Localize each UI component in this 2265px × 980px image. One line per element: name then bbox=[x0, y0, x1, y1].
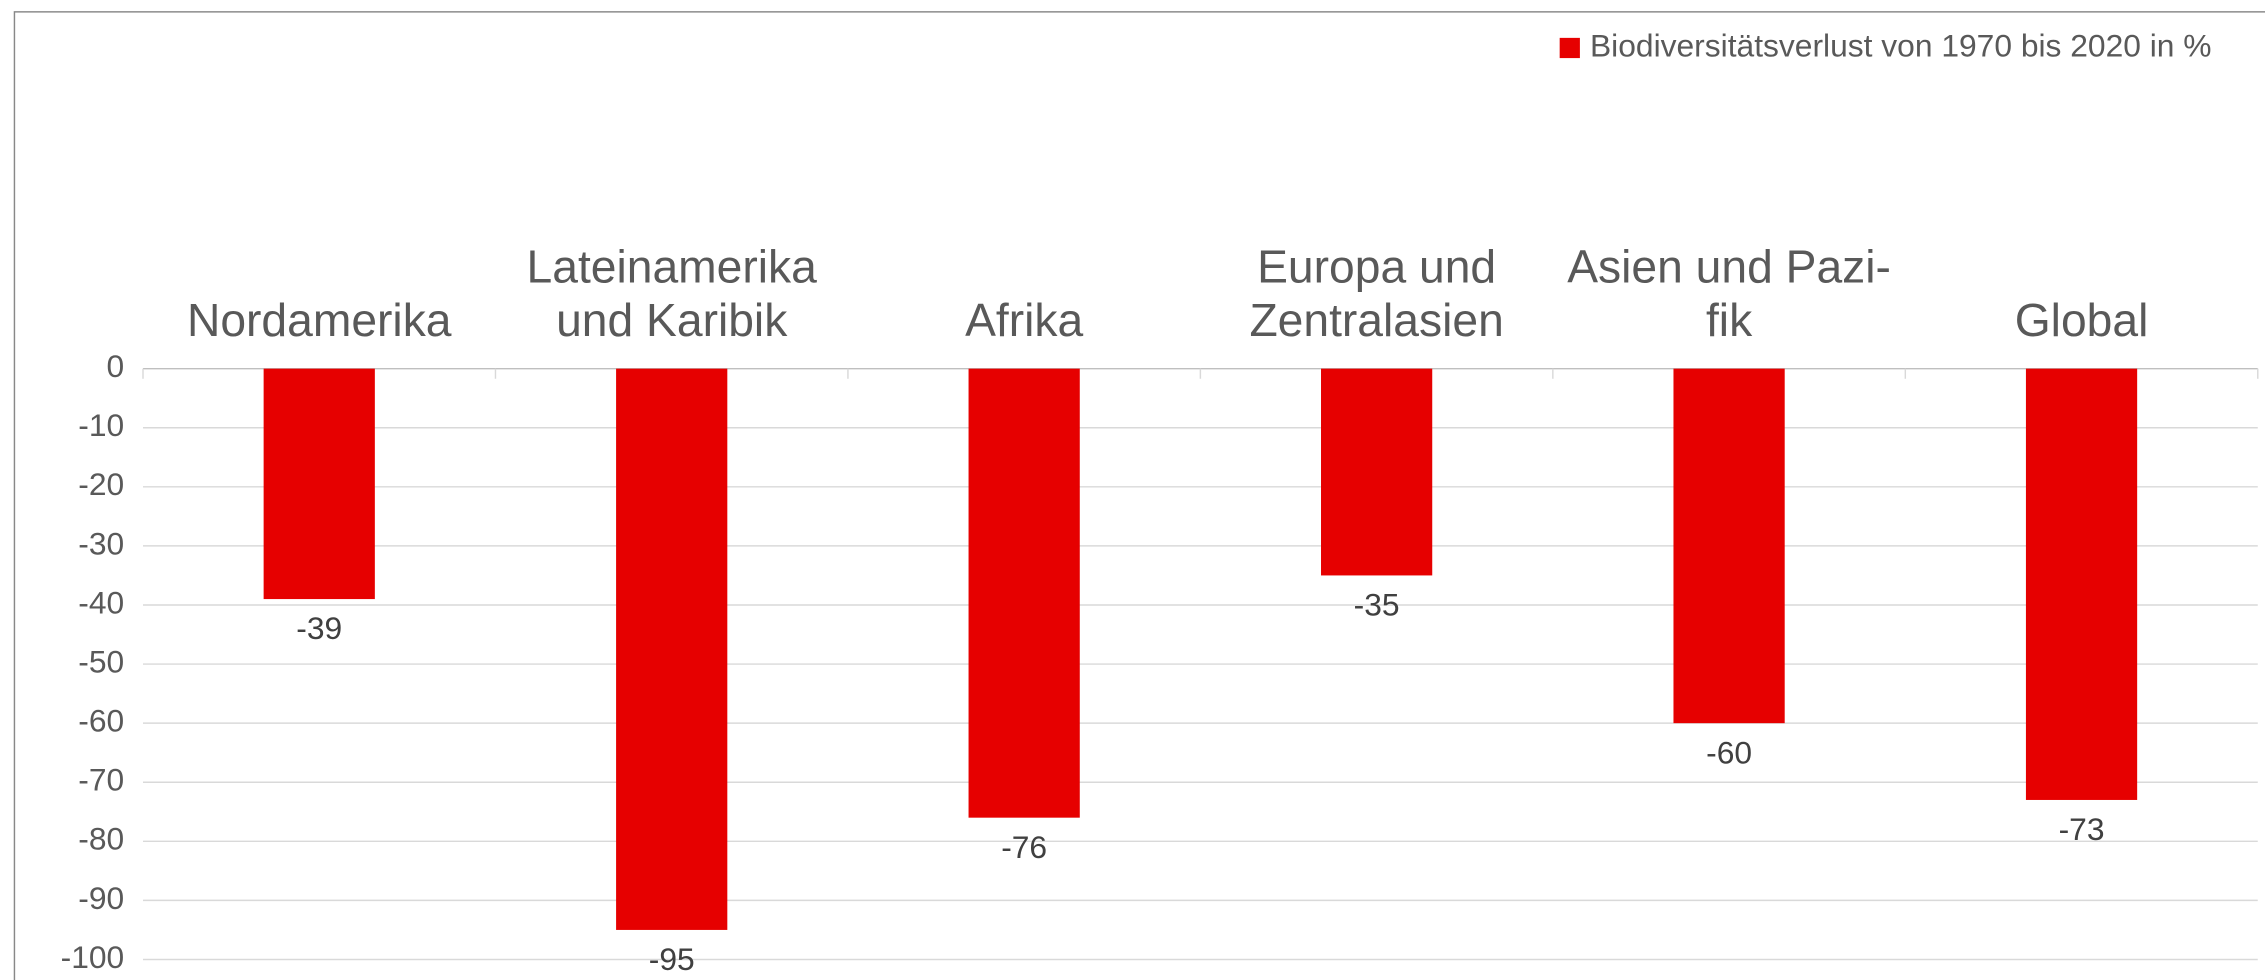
x-tick-label: Global bbox=[2015, 294, 2149, 346]
data-label: -73 bbox=[2059, 811, 2105, 847]
x-tick-label-line: Lateinamerika bbox=[527, 241, 818, 293]
y-tick-label: -10 bbox=[78, 407, 124, 443]
data-label: -76 bbox=[1001, 829, 1047, 865]
x-tick-label: Afrika bbox=[965, 294, 1083, 346]
y-tick-label: -30 bbox=[78, 525, 124, 561]
legend-swatch bbox=[1559, 37, 1580, 59]
x-tick-label-line: Zentralasien bbox=[1249, 294, 1503, 346]
bar bbox=[1321, 368, 1433, 576]
legend-label: Biodiversitätsverlust von 1970 bis 2020 … bbox=[1590, 27, 2212, 63]
bar bbox=[2025, 368, 2138, 800]
y-tick-label: -40 bbox=[78, 584, 124, 620]
y-tick-label: -60 bbox=[78, 703, 124, 739]
bar bbox=[263, 368, 375, 600]
y-tick-label: 0 bbox=[107, 348, 125, 384]
x-tick-label-line: Nordamerika bbox=[187, 294, 452, 346]
x-tick-label-line: fik bbox=[1706, 294, 1753, 346]
x-tick-label-line: Europa und bbox=[1257, 241, 1496, 293]
y-tick-label: -100 bbox=[61, 939, 125, 975]
x-tick-label-line: und Karibik bbox=[556, 294, 788, 346]
bar bbox=[1673, 368, 1785, 724]
x-tick-label-line: Global bbox=[2015, 294, 2149, 346]
data-label: -39 bbox=[296, 610, 342, 646]
x-tick-label: Asien und Pazi-fik bbox=[1567, 241, 1891, 346]
y-tick-label: -80 bbox=[78, 821, 124, 857]
x-tick-label: Lateinamerika und Karibik bbox=[527, 241, 818, 346]
y-tick-label: -50 bbox=[78, 643, 124, 679]
bar bbox=[616, 368, 728, 930]
x-tick-label-line: Asien und Pazi- bbox=[1567, 241, 1891, 293]
y-tick-label: -20 bbox=[78, 466, 124, 502]
y-tick-label: -90 bbox=[78, 880, 124, 916]
y-tick-label: -70 bbox=[78, 762, 124, 798]
chart-border bbox=[13, 11, 2265, 980]
x-tick-label: Europa und Zentralasien bbox=[1249, 241, 1503, 346]
data-label: -95 bbox=[649, 941, 695, 977]
data-label: -60 bbox=[1706, 734, 1752, 770]
data-label: -35 bbox=[1354, 587, 1400, 623]
bar bbox=[968, 368, 1080, 818]
x-tick-label: Nordamerika bbox=[187, 294, 452, 346]
x-tick-label-line: Afrika bbox=[965, 294, 1083, 346]
